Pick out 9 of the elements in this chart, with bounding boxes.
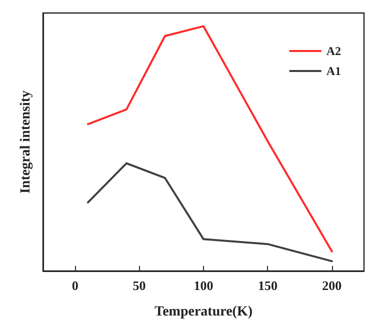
x-tick-label: 100	[194, 278, 214, 293]
legend-label: A2	[326, 44, 342, 58]
legend-label: A1	[326, 64, 342, 78]
y-axis-title: Integral intensity	[18, 90, 34, 194]
x-tick-label: 0	[72, 278, 78, 293]
x-tick-label: 200	[322, 278, 342, 293]
x-axis-title: Temperature(K)	[154, 304, 253, 320]
x-tick-label: 50	[132, 278, 146, 293]
x-tick-label: 150	[258, 278, 278, 293]
